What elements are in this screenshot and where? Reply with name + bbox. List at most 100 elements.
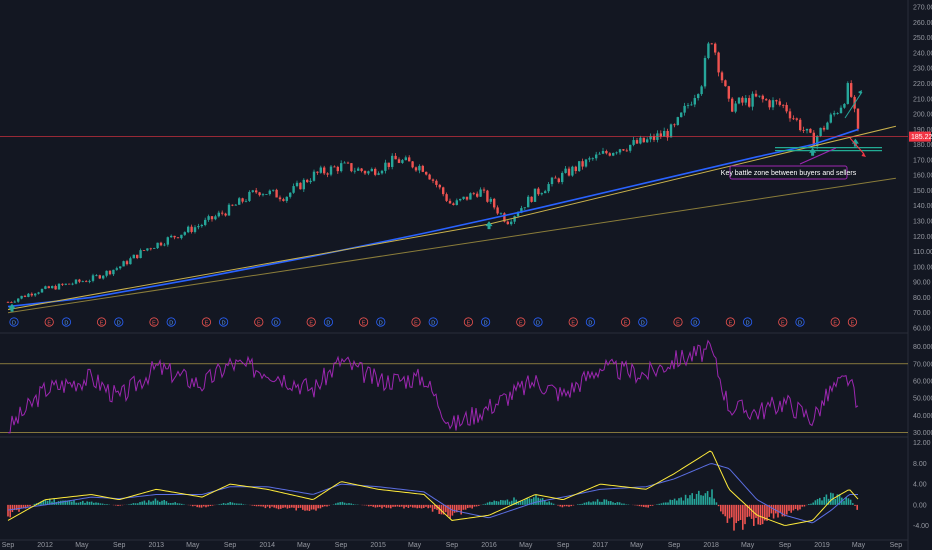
- macd-histogram-bar: [420, 504, 423, 509]
- event-marker-icon: [847, 317, 858, 327]
- macd-histogram-bar: [255, 504, 258, 507]
- candle-body: [299, 182, 302, 190]
- candle-body: [275, 189, 278, 198]
- candle-body: [642, 137, 645, 143]
- macd-histogram-bar: [352, 504, 355, 505]
- macd-histogram-bar: [700, 495, 702, 505]
- macd-histogram-bar: [266, 504, 269, 507]
- macd-histogram-bar: [607, 501, 610, 505]
- macd-histogram-bar: [370, 504, 372, 507]
- macd-histogram-bar: [803, 504, 806, 507]
- macd-histogram-bar: [178, 503, 181, 505]
- event-marker-icon: [725, 317, 736, 327]
- candle-body: [659, 133, 662, 137]
- macd-histogram-bar: [407, 504, 410, 508]
- candle-body: [503, 213, 506, 222]
- event-marker-icon: [323, 317, 333, 327]
- time-tick-label: 2013: [148, 542, 164, 549]
- time-tick-label: May: [852, 542, 866, 549]
- macd-histogram-bar: [783, 504, 786, 517]
- macd-histogram-bar: [493, 500, 495, 505]
- time-tick-label: 2015: [370, 542, 386, 549]
- macd-histogram-bar: [541, 498, 544, 505]
- event-marker-icon: [271, 317, 281, 327]
- event-marker-icon: [411, 317, 421, 327]
- candle-body: [197, 226, 200, 228]
- macd-histogram-bar: [134, 503, 137, 505]
- event-marker-icon: [306, 317, 316, 327]
- candle-body: [707, 43, 710, 59]
- time-tick-label: May: [75, 542, 89, 549]
- macd-histogram-bar: [97, 502, 99, 505]
- price-tick-label: 60.00: [913, 326, 931, 333]
- candle-body: [272, 189, 275, 191]
- candle-body: [357, 168, 360, 171]
- candle-body: [486, 190, 489, 202]
- candle-body: [557, 178, 560, 183]
- macd-histogram-bar: [673, 498, 676, 505]
- candle-body: [632, 140, 635, 145]
- macd-histogram-bar: [812, 502, 814, 505]
- macd-histogram-bar: [566, 504, 568, 507]
- up-arrow-marker: [8, 303, 16, 312]
- macd-histogram-bar: [651, 504, 654, 506]
- macd-histogram-bar: [649, 504, 652, 506]
- candle-body: [561, 172, 564, 183]
- macd-histogram-bar: [594, 501, 597, 505]
- bullish-scenario-arrow: [844, 91, 863, 119]
- macd-histogram-bar: [497, 501, 500, 505]
- candle-body: [482, 189, 486, 191]
- macd-line: [7, 450, 859, 526]
- macd-histogram-bar: [794, 504, 797, 510]
- macd-histogram-bar: [115, 504, 117, 506]
- candle-body: [132, 254, 135, 259]
- candle-body: [455, 200, 458, 205]
- event-marker-icon: [463, 317, 473, 327]
- candle-body: [340, 163, 343, 172]
- macd-histogram-bar: [273, 504, 275, 508]
- macd-histogram-bar: [453, 504, 456, 513]
- candle-body: [204, 219, 207, 225]
- bullish-arrowhead: [858, 90, 862, 95]
- price-tick-label: 180.00: [913, 142, 932, 149]
- macd-histogram-bar: [84, 502, 86, 505]
- candle-body: [635, 140, 639, 144]
- candle-body: [183, 232, 186, 235]
- candle-body: [472, 193, 475, 195]
- event-marker-label: D: [588, 320, 592, 326]
- macd-histogram-bar: [755, 504, 757, 518]
- macd-histogram-bar: [284, 504, 286, 508]
- macd-histogram-bar: [425, 504, 427, 507]
- candle-body: [166, 237, 169, 245]
- candle-body: [771, 100, 775, 108]
- macd-histogram-bar: [535, 495, 537, 505]
- candle-body: [506, 221, 509, 225]
- macd-histogram-bar: [412, 504, 414, 508]
- macd-histogram-bar: [495, 501, 498, 505]
- candle-body: [71, 283, 74, 285]
- macd-histogram-bar: [148, 500, 150, 505]
- macd-histogram-bar: [849, 499, 852, 505]
- candle-body: [581, 161, 584, 167]
- event-marker-icon: [638, 317, 648, 327]
- macd-histogram-bar: [194, 504, 196, 506]
- macd-histogram-bar: [478, 504, 480, 506]
- macd-histogram-bar: [676, 500, 678, 505]
- last-price-label: 185.22: [911, 134, 932, 141]
- macd-histogram-bar: [847, 498, 850, 505]
- macd-histogram-bar: [819, 497, 821, 505]
- candle-body: [108, 270, 112, 275]
- candle-body: [85, 281, 88, 283]
- candle-body: [411, 161, 414, 168]
- rsi-tick-label: 70.0000: [913, 361, 932, 368]
- candle-body: [200, 224, 203, 227]
- macd-histogram-bar: [20, 504, 22, 509]
- macd-histogram-bar: [689, 495, 691, 505]
- macd-histogram-bar: [95, 502, 97, 505]
- event-marker-icon: [376, 317, 386, 327]
- macd-histogram-bar: [491, 502, 493, 505]
- macd-histogram-bar: [291, 504, 293, 508]
- macd-histogram-bar: [519, 500, 522, 505]
- macd-histogram-bar: [647, 504, 649, 508]
- time-tick-label: Sep: [113, 542, 126, 549]
